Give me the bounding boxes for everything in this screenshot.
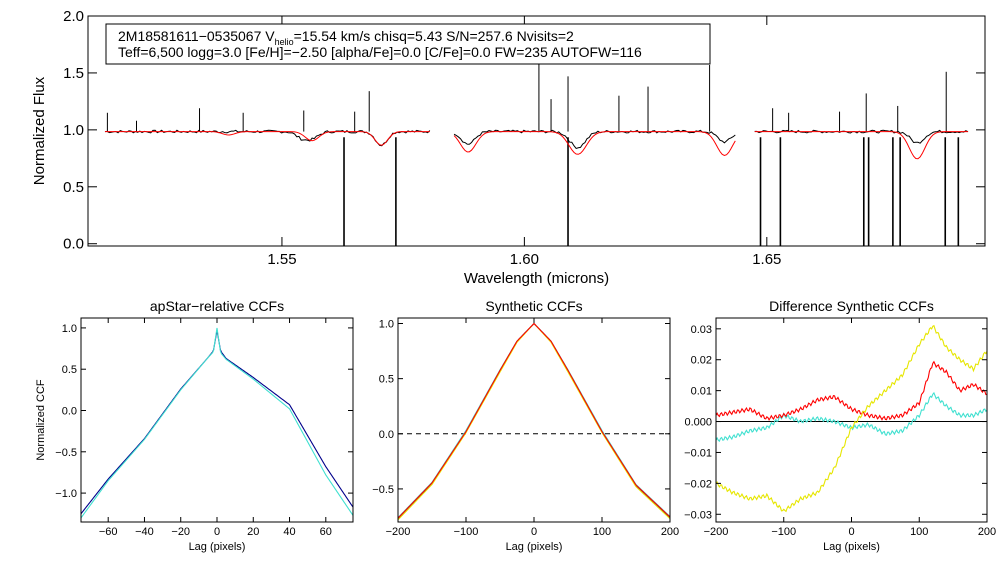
y-tick-label: 0.000: [684, 417, 712, 429]
x-tick-label: 1.65: [752, 251, 781, 268]
y-tick-label: 0.0: [62, 406, 77, 418]
model-spectrum-line: [754, 131, 969, 160]
y-tick-label: 1.0: [379, 319, 394, 331]
y-tick-label: 1.0: [62, 323, 77, 335]
diff_yellow-line: [716, 324, 987, 513]
y-tick-label: 1.5: [63, 65, 84, 82]
annotation-box: 2M18581611−0535067 Vhelio=15.54 km/s chi…: [105, 23, 711, 65]
plot-frame: [87, 15, 986, 247]
observed-spectrum-line: [453, 129, 736, 150]
y-tick-label: 2.0: [63, 8, 84, 25]
synth_d-line: [398, 322, 670, 519]
x-tick-label: −200: [704, 526, 729, 538]
plot-frame: [715, 317, 988, 523]
y-tick-label: 0.0: [63, 236, 84, 253]
y-tick-label: 0.5: [379, 374, 394, 386]
synthetic-ccf-panel: −200 −100 0 100 200 −0.5 0.0 0.5 1.0 Lag (pixels)…: [372, 298, 679, 553]
panel-title: Difference Synthetic CCFs: [769, 298, 934, 314]
synth_a-line: [398, 322, 670, 520]
model-spectrum-line: [104, 131, 430, 146]
x-axis-title: Lag (pixels): [823, 541, 880, 553]
y-tick-label: −0.01: [684, 447, 712, 459]
y-tick-label: −0.5: [372, 484, 394, 496]
y-tick-label: −0.02: [684, 478, 712, 490]
difference-ccf-panel: −200 −100 0 100 200 −0.03 −0.02 −0.01 0.000 0.01 0…: [684, 298, 996, 553]
diff_cyan-line: [716, 391, 987, 443]
x-tick-label: 1.60: [510, 251, 539, 268]
panel-title: apStar−relative CCFs: [150, 298, 284, 314]
y-axis-title: Normalized CCF: [35, 379, 47, 461]
x-tick-label: −20: [171, 526, 190, 538]
x-tick-label: 200: [661, 526, 679, 538]
annotation-line-2: Teff=6,500 logg=3.0 [Fe/H]=−2.50 [alpha/…: [118, 44, 642, 60]
y-tick-label: −0.03: [684, 509, 712, 521]
x-tick-label: 100: [593, 526, 611, 538]
plot-area: [81, 327, 353, 519]
plot-frame: [397, 317, 671, 523]
annotation-object-id: 2M18581611−0535067 V: [118, 28, 275, 44]
y-tick-label: −0.5: [55, 447, 77, 459]
panel-title: Synthetic CCFs: [485, 298, 582, 314]
x-tick-label: 40: [283, 526, 295, 538]
annotation-frame: [105, 23, 711, 65]
synth_b-line: [398, 322, 670, 518]
plot-area: [716, 324, 987, 513]
x-axis-title: Lag (pixels): [506, 541, 563, 553]
model-spectrum-line: [453, 131, 736, 157]
y-tick-label: 0.0: [379, 429, 394, 441]
plot-frame: [80, 317, 354, 523]
x-tick-label: 60: [320, 526, 332, 538]
x-axis-title: Lag (pixels): [189, 541, 246, 553]
x-tick-label: 200: [978, 526, 996, 538]
annotation-stats: =15.54 km/s chisq=5.43 S/N=257.6 Nvisits…: [294, 28, 574, 44]
x-tick-label: 100: [910, 526, 928, 538]
diff_red-line: [716, 360, 987, 421]
x-tick-label: 0: [531, 526, 537, 538]
y-axis-title: Normalized Flux: [31, 76, 48, 185]
synth_c-line: [398, 322, 670, 521]
x-tick-label: 20: [247, 526, 259, 538]
x-tick-label: 0: [214, 526, 220, 538]
y-tick-label: −1.0: [55, 488, 77, 500]
y-tick-label: 0.5: [63, 179, 84, 196]
x-tick-label: −100: [771, 526, 796, 538]
annotation-line-1: 2M18581611−0535067 Vhelio=15.54 km/s chi…: [118, 28, 574, 47]
plot-area: [398, 322, 670, 521]
x-tick-label: −100: [454, 526, 479, 538]
y-tick-label: 0.03: [691, 324, 712, 336]
x-axis-title: Wavelength (microns): [464, 270, 609, 287]
observed-spectrum-line: [104, 129, 431, 147]
ccf_b-line: [81, 327, 353, 519]
observed-spectrum-line: [754, 129, 969, 144]
y-tick-label: 1.0: [63, 122, 84, 139]
x-tick-label: −40: [135, 526, 154, 538]
x-tick-label: −60: [99, 526, 118, 538]
y-tick-label: 0.02: [691, 355, 712, 367]
x-tick-label: 0: [848, 526, 854, 538]
x-tick-label: −200: [386, 526, 411, 538]
plot-area: [104, 60, 969, 246]
x-tick-label: 1.55: [267, 251, 296, 268]
ccf_a-line: [81, 330, 353, 515]
spectrum-panel: 1.55 1.60 1.65 0.0 0.5 1.0 1.5 2.0 Wavelength (m…: [31, 8, 986, 287]
y-tick-label: 0.5: [62, 364, 77, 376]
apstar-ccf-panel: −60 −40 −20 0 20 40 60 −1.0 −0.5 0.0 0.5 1.0 Lag (pi…: [35, 298, 354, 553]
annotation-subscript: helio: [275, 37, 294, 47]
y-tick-label: 0.01: [691, 386, 712, 398]
